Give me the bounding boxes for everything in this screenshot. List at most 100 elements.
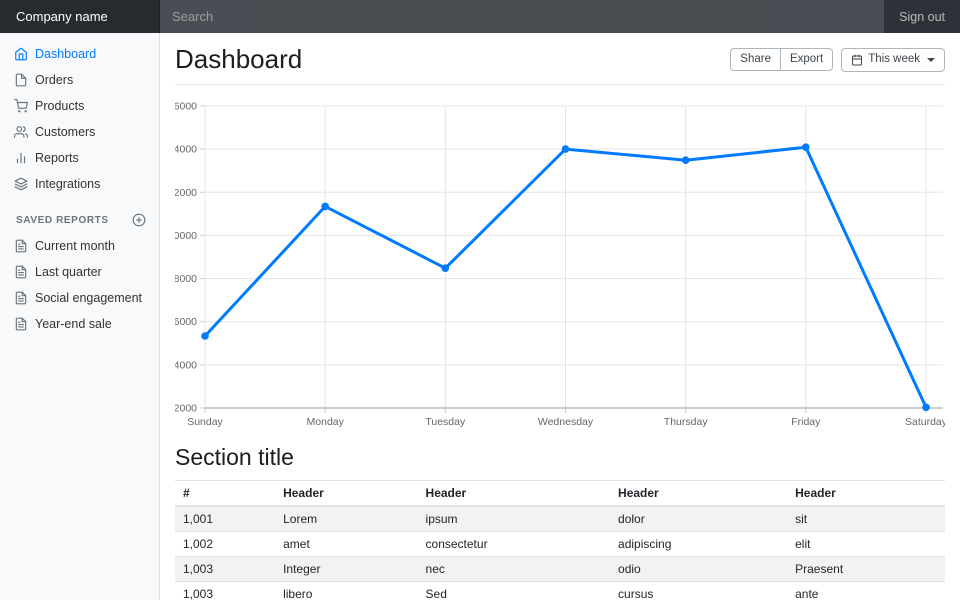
y-tick-label: 24000	[175, 144, 197, 156]
layers-icon	[14, 177, 28, 191]
header-actions: Share Export This week	[730, 47, 945, 72]
table-cell: 1,003	[175, 556, 276, 582]
sidebar-item-products[interactable]: Products	[0, 93, 160, 119]
y-tick-label: 20000	[175, 230, 197, 242]
y-tick-label: 14000	[175, 359, 197, 371]
data-point[interactable]	[441, 264, 450, 272]
saved-report-label: Current month	[35, 239, 115, 253]
brand-logo[interactable]: Company name	[0, 0, 160, 33]
table-cell: ante	[787, 581, 945, 600]
chart-svg: 12000 14000 16000 18000 20000 22000 24000 26000…	[175, 101, 945, 429]
sidebar-item-dashboard[interactable]: Dashboard	[0, 41, 160, 67]
table-cell: 1,001	[183, 512, 214, 526]
sidebar-item-integrations[interactable]: Integrations	[0, 171, 160, 197]
table-row: 1,003 libero Sed cursus ante	[175, 581, 945, 600]
saved-report-label: Year-end sale	[35, 317, 112, 331]
sidebar-item-label: Orders	[35, 73, 74, 87]
main-content: Dashboard Share Export This week 12000 14…	[160, 33, 960, 600]
table-cell: nec	[417, 556, 611, 582]
x-tick-label: Sunday	[187, 416, 223, 428]
page-header: Dashboard Share Export This week	[175, 33, 945, 85]
search-input[interactable]	[160, 0, 885, 33]
data-point[interactable]	[922, 403, 930, 412]
data-point[interactable]	[802, 143, 810, 151]
table-cell: dolor	[618, 512, 645, 526]
data-point[interactable]	[321, 202, 329, 211]
table-cell: ipsum	[425, 512, 458, 526]
sidebar-item-customers[interactable]: Customers	[0, 119, 160, 145]
table-cell: sit	[795, 512, 808, 526]
saved-report-last-quarter[interactable]: Last quarter	[0, 259, 160, 285]
sidebar-item-label: Reports	[35, 151, 79, 165]
x-tick-label: Saturday	[905, 416, 945, 428]
file-text-icon	[14, 291, 28, 305]
table-header-cell: Header	[610, 480, 788, 507]
y-tick-label: 16000	[175, 316, 197, 328]
saved-reports-heading-row: Saved reports	[0, 197, 160, 233]
table-cell: 1,002	[175, 531, 276, 557]
x-tick-label: Thursday	[664, 416, 709, 428]
table-header-cell: Header	[417, 480, 611, 507]
sidebar-item-reports[interactable]: Reports	[0, 145, 160, 171]
sidebar-item-label: Dashboard	[35, 47, 97, 61]
saved-report-year-end-sale[interactable]: Year-end sale	[0, 311, 160, 337]
saved-report-label: Social engagement	[35, 291, 143, 305]
file-text-icon	[14, 265, 28, 279]
y-tick-label: 22000	[175, 187, 197, 199]
table-cell: Sed	[417, 581, 611, 600]
period-dropdown-button[interactable]: This week	[841, 47, 945, 72]
saved-report-label: Last quarter	[35, 265, 102, 279]
calendar-icon	[851, 54, 863, 66]
share-button[interactable]: Share	[730, 47, 781, 72]
saved-reports-heading: Saved reports	[16, 214, 109, 226]
data-point[interactable]	[681, 156, 690, 164]
y-tick-label: 26000	[175, 101, 197, 113]
saved-reports-list: Current month Last quarter Social engageme…	[0, 233, 160, 337]
table-cell: cursus	[610, 581, 788, 600]
sidebar-item-label: Integrations	[35, 177, 101, 191]
saved-report-social-engagement[interactable]: Social engagement	[0, 285, 160, 311]
x-tick-label: Monday	[307, 416, 345, 428]
y-tick-label: 18000	[175, 273, 197, 285]
table-row: 1,001 Lorem ipsum dolor sit	[175, 506, 945, 532]
data-point[interactable]	[561, 145, 570, 153]
shopping-cart-icon	[14, 99, 28, 113]
data-table: # Header Header Header Header 1,001 Lorem ipsu…	[175, 480, 945, 600]
file-icon	[14, 73, 28, 87]
bar-chart-icon	[14, 151, 28, 165]
section-title: Section title	[175, 444, 294, 470]
table-header-cell: #	[175, 480, 276, 507]
table-cell: adipiscing	[610, 531, 788, 557]
table-row: 1,002 amet consectetur adipiscing elit	[175, 531, 945, 557]
table-head: # Header Header Header Header	[175, 480, 945, 507]
data-point[interactable]	[201, 332, 209, 340]
home-icon	[14, 47, 28, 61]
x-tick-label: Wednesday	[538, 416, 594, 428]
x-tick-label: Friday	[791, 416, 821, 428]
table-cell: Lorem	[283, 512, 318, 526]
table-header-cell: Header	[787, 480, 945, 507]
sidebar: Dashboard Orders Products Customers Reports I…	[0, 33, 160, 600]
file-text-icon	[14, 239, 28, 253]
table-cell: odio	[610, 556, 788, 582]
table-cell: elit	[787, 531, 945, 557]
sidebar-item-orders[interactable]: Orders	[0, 67, 160, 93]
table-header-cell: Header	[275, 480, 418, 507]
x-tick-label: Tuesday	[425, 416, 466, 428]
chevron-down-icon	[927, 57, 935, 62]
plus-circle-icon[interactable]	[132, 213, 146, 227]
page-title: Dashboard	[175, 44, 303, 74]
y-tick-label: 12000	[175, 403, 197, 415]
export-button[interactable]: Export	[780, 47, 834, 72]
table-row: 1,003 Integer nec odio Praesent	[175, 556, 945, 582]
saved-report-current-month[interactable]: Current month	[0, 233, 160, 259]
sidebar-nav: Dashboard Orders Products Customers Reports I…	[0, 41, 160, 197]
table-cell: Integer	[275, 556, 418, 582]
sidebar-item-label: Customers	[35, 125, 96, 139]
table-cell: consectetur	[417, 531, 611, 557]
users-icon	[14, 125, 28, 139]
period-dropdown-label: This week	[868, 52, 920, 65]
sidebar-item-label: Products	[35, 99, 85, 113]
weekly-line-chart: 12000 14000 16000 18000 20000 22000 24000 26000…	[175, 98, 945, 429]
sign-out-link[interactable]: Sign out	[884, 0, 960, 33]
